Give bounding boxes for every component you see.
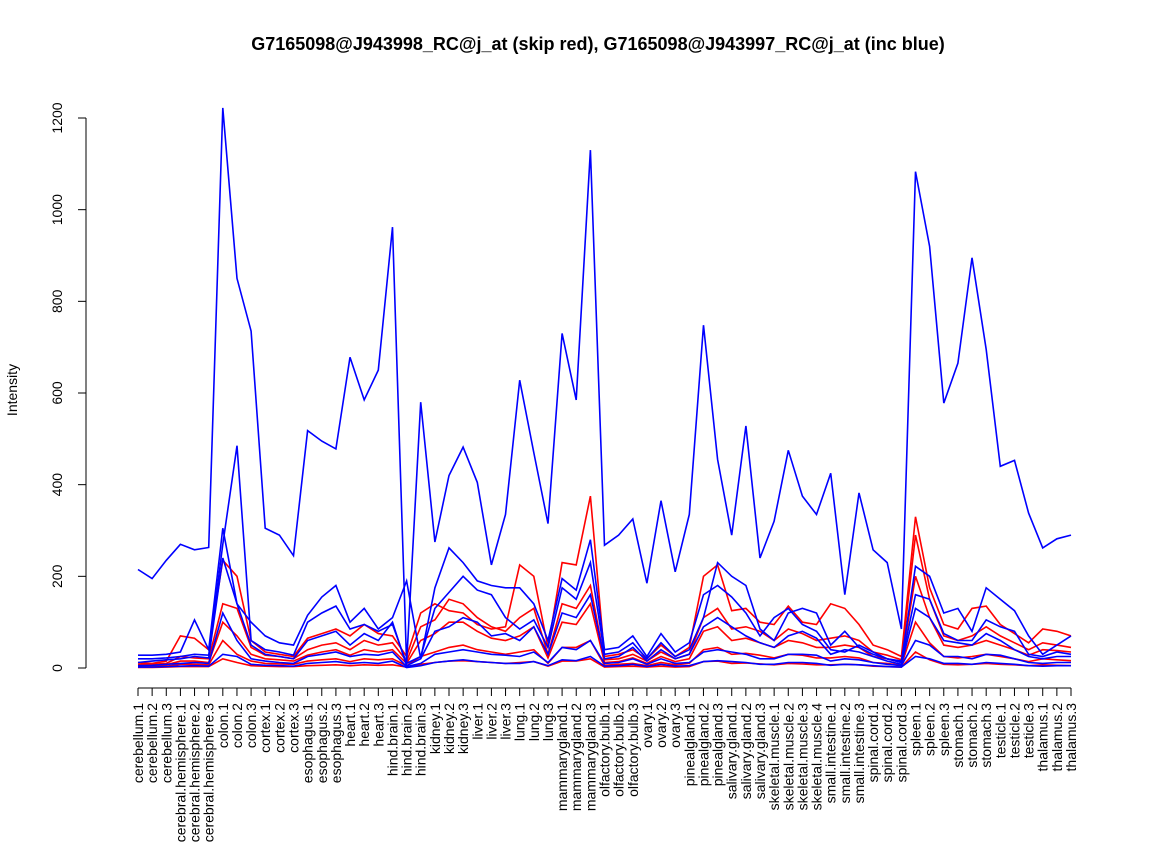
x-tick-label: colon.3 [243,703,259,748]
series-line-inc-4 [137,610,1071,668]
x-tick-label: mammarygland.1 [554,703,570,811]
x-tick-label: cerebellum.3 [158,703,174,783]
y-axis-label: Intensity [4,364,20,416]
x-tick-label: spleen.2 [922,703,938,756]
series-line-inc-5 [138,653,1071,669]
x-tick-label: olfactory.bulb.3 [625,703,641,797]
series-layer [137,107,1072,669]
x-tick-label: spinal.cord.2 [879,703,895,783]
series-line-inc-0 [137,107,1072,664]
x-tick-label: hind.brain.2 [399,703,415,776]
x-tick-label: colon.1 [215,703,231,748]
x-tick-label: stomach.1 [950,703,966,768]
x-tick-label: cortex.3 [286,703,302,753]
x-tick-label: olfactory.bulb.2 [611,703,627,797]
x-tick-label: testicle.3 [1021,703,1037,758]
x-tick-label: thalamus.1 [1035,703,1051,772]
x-tick-label: kidney.1 [427,703,443,754]
x-tick-label: thalamus.2 [1049,703,1065,772]
x-tick-label: lung.1 [512,703,528,741]
x-tick-label: pinealgland.1 [681,703,697,787]
x-tick-label: hind.brain.1 [384,703,400,776]
x-tick-label: stomach.2 [964,703,980,768]
x-tick-label: cerebral.hemisphere.2 [187,703,203,843]
x-tick-label: salivary.gland.3 [752,703,768,799]
x-tick-label: mammarygland.3 [582,703,598,811]
x-tick-label: salivary.gland.2 [738,703,754,799]
x-tick-label: small.intestine.1 [823,703,839,804]
x-tick-label: stomach.3 [978,703,994,768]
axes-layer: 020040060080010001200cerebellum.1cerebel… [49,102,1079,842]
x-tick-label: spleen.1 [908,703,924,756]
x-tick-label: cerebellum.1 [130,703,146,783]
series-line-inc-1 [138,528,1072,663]
y-tick-label: 200 [49,564,65,588]
x-tick-label: ovary.3 [667,703,683,748]
x-tick-label: thalamus.3 [1063,703,1079,772]
y-tick-label: 1000 [49,194,65,225]
x-tick-label: ovary.2 [653,703,669,748]
x-tick-label: kidney.2 [441,703,457,754]
series-line-inc-2 [138,445,1072,665]
series-line-inc-3 [137,557,1071,667]
x-tick-label: mammarygland.2 [568,703,584,811]
x-tick-label: ovary.1 [639,703,655,748]
x-tick-label: cortex.1 [257,703,273,753]
x-tick-label: spinal.cord.1 [865,703,881,783]
y-tick-label: 0 [49,664,65,672]
x-tick-label: heart.3 [370,703,386,747]
x-tick-label: heart.2 [356,703,372,747]
y-tick-label: 400 [49,473,65,497]
x-tick-label: testicle.1 [992,703,1008,758]
x-tick-label: liver.3 [498,703,514,740]
x-tick-label: cerebellum.2 [144,703,160,783]
x-tick-label: skeletal.muscle.2 [780,703,796,811]
x-tick-label: kidney.3 [455,703,471,754]
x-tick-label: colon.2 [229,703,245,748]
x-tick-label: spleen.3 [936,703,952,756]
x-tick-label: pinealgland.2 [695,703,711,787]
x-tick-label: esophagus.3 [328,703,344,783]
x-tick-label: testicle.2 [1006,703,1022,758]
y-tick-label: 600 [49,381,65,405]
x-tick-label: cerebral.hemisphere.1 [172,703,188,843]
x-tick-label: lung.3 [540,703,556,741]
x-tick-label: liver.2 [483,703,499,740]
x-tick-label: small.intestine.3 [851,703,867,804]
y-tick-label: 1200 [49,102,65,133]
x-tick-label: cortex.2 [271,703,287,753]
x-tick-label: lung.2 [526,703,542,741]
chart-title: G7165098@J943998_RC@j_at (skip red), G71… [251,34,945,54]
x-tick-label: cerebral.hemisphere.3 [201,703,217,843]
x-tick-label: olfactory.bulb.1 [597,703,613,797]
x-tick-label: heart.1 [342,703,358,747]
x-tick-label: esophagus.1 [300,703,316,783]
x-tick-label: skeletal.muscle.1 [766,703,782,811]
x-tick-label: salivary.gland.1 [724,703,740,799]
x-tick-label: small.intestine.2 [837,703,853,804]
y-tick-label: 800 [49,289,65,313]
x-tick-label: spinal.cord.3 [893,703,909,783]
x-tick-label: skeletal.muscle.3 [794,703,810,811]
x-tick-label: esophagus.2 [314,703,330,783]
x-tick-label: hind.brain.3 [413,703,429,776]
x-tick-label: liver.1 [469,703,485,740]
x-tick-label: skeletal.muscle.4 [809,703,825,811]
x-tick-label: pinealgland.3 [710,703,726,787]
